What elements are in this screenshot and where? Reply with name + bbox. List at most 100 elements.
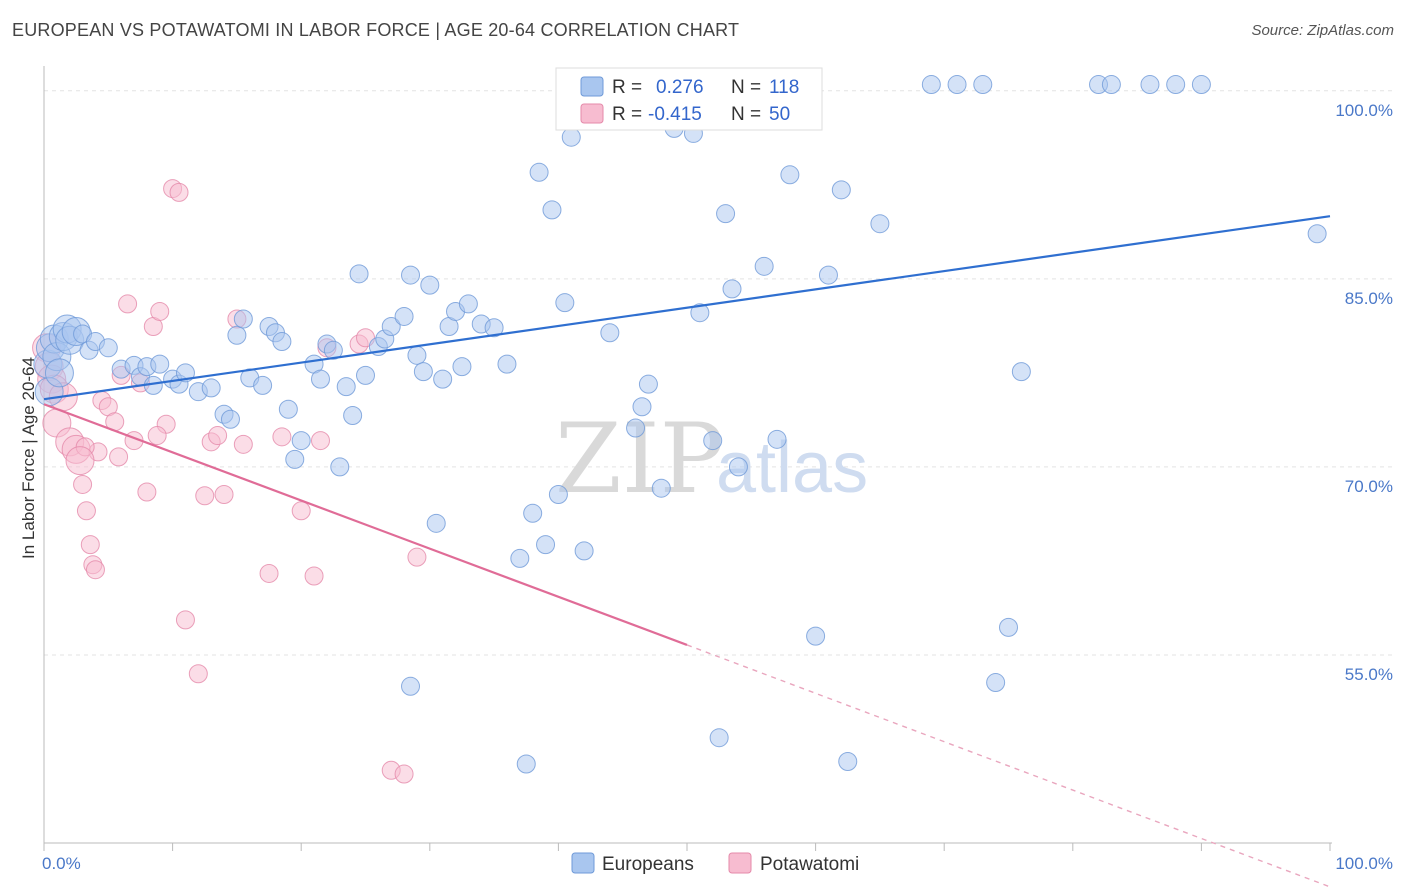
- bottom-legend-europeans: Europeans: [602, 854, 694, 875]
- potawatomi-point-21: [137, 482, 157, 502]
- bottom-legend-potawatomi: Potawatomi: [760, 854, 859, 875]
- chart-title: EUROPEAN VS POTAWATOMI IN LABOR FORCE | …: [12, 20, 740, 40]
- europeans-point-68: [548, 484, 568, 504]
- europeans-point-70: [561, 127, 581, 147]
- potawatomi-point-12: [85, 560, 105, 580]
- europeans-point-13: [98, 338, 118, 358]
- legend-r-label-europeans: R =: [612, 77, 642, 98]
- europeans-point-45: [356, 365, 375, 385]
- source-label: Source: ZipAtlas.com: [1251, 22, 1394, 39]
- europeans-point-88: [722, 279, 742, 299]
- europeans-point-40: [323, 340, 343, 360]
- potawatomi-point-49: [65, 446, 95, 476]
- europeans-point-43: [343, 406, 363, 426]
- potawatomi-point-44: [394, 764, 414, 784]
- europeans-point-107: [1307, 224, 1327, 244]
- legend-n-label-potawatomi: N =: [731, 104, 761, 125]
- europeans-point-103: [1101, 75, 1121, 95]
- europeans-point-38: [310, 369, 330, 389]
- europeans-point-106: [1191, 75, 1211, 95]
- europeans-point-110: [401, 676, 421, 696]
- europeans-point-99: [973, 75, 993, 95]
- europeans-point-64: [523, 503, 543, 523]
- legend-r-potawatomi: -0.415: [648, 104, 702, 125]
- europeans-point-41: [330, 457, 350, 477]
- europeans-point-72: [574, 541, 594, 561]
- europeans-point-67: [542, 200, 562, 220]
- y-tick-label-3: 55.0%: [1345, 665, 1393, 684]
- europeans-point-52: [413, 362, 433, 382]
- europeans-point-97: [921, 75, 941, 95]
- potawatomi-point-23: [150, 301, 170, 321]
- europeans-point-59: [458, 294, 478, 314]
- europeans-point-65: [529, 162, 549, 182]
- y-tick-labels: 100.0% 85.0% 70.0% 55.0%: [1335, 101, 1393, 684]
- y-tick-label-2: 70.0%: [1345, 477, 1393, 496]
- europeans-point-78: [638, 374, 658, 394]
- potawatomi-point-29: [195, 486, 215, 506]
- x-tick-label-right: 100.0%: [1335, 854, 1393, 873]
- europeans-point-42: [336, 377, 356, 397]
- potawatomi-point-39: [310, 431, 330, 451]
- europeans-point-112: [986, 673, 1006, 693]
- europeans-point-63: [510, 548, 530, 568]
- legend-r-europeans: 0.276: [656, 77, 704, 98]
- legend-n-label-europeans: N =: [731, 77, 761, 98]
- europeans-point-61: [484, 318, 504, 338]
- europeans-point-54: [426, 513, 446, 533]
- axes: [43, 66, 1332, 851]
- potawatomi-point-47: [109, 447, 129, 467]
- europeans-point-35: [285, 449, 305, 469]
- x-tick-label-left: 0.0%: [42, 854, 81, 873]
- europeans-point-77: [632, 397, 652, 417]
- europeans-point-50: [401, 265, 421, 285]
- legend-n-potawatomi: 50: [769, 104, 790, 125]
- potawatomi-points: [32, 179, 427, 784]
- potawatomi-point-34: [233, 434, 253, 454]
- bottom-legend: Europeans Potawatomi: [571, 852, 859, 875]
- europeans-point-108: [838, 752, 858, 772]
- europeans-point-94: [818, 265, 838, 285]
- bottom-legend-swatch-europeans: [571, 852, 595, 874]
- trend-lines: [43, 215, 1331, 888]
- europeans-point-28: [233, 309, 253, 329]
- europeans-trend-line: [43, 215, 1331, 401]
- legend-r-label-potawatomi: R =: [612, 104, 642, 125]
- europeans-point-49: [394, 306, 414, 326]
- europeans-point-19: [150, 354, 170, 374]
- europeans-point-104: [1140, 75, 1160, 95]
- potawatomi-point-31: [208, 426, 228, 446]
- potawatomi-point-10: [80, 535, 100, 555]
- europeans-point-66: [536, 535, 556, 555]
- europeans-point-80: [651, 478, 671, 498]
- europeans-point-101: [1011, 362, 1031, 382]
- europeans-point-36: [291, 431, 311, 451]
- europeans-point-5: [44, 358, 74, 388]
- europeans-point-24: [201, 378, 221, 398]
- y-tick-label-0: 100.0%: [1335, 101, 1393, 120]
- europeans-point-34: [278, 399, 298, 419]
- europeans-point-95: [831, 180, 851, 200]
- europeans-point-33: [272, 332, 292, 352]
- europeans-point-87: [716, 204, 736, 224]
- potawatomi-point-27: [175, 610, 195, 630]
- europeans-point-69: [555, 293, 575, 313]
- y-axis-label: In Labor Force | Age 20-64: [19, 357, 38, 559]
- legend: R = 0.276 N = 118 R = -0.415 N = 50: [555, 67, 823, 131]
- europeans-point-44: [349, 264, 369, 284]
- europeans-point-92: [780, 165, 800, 185]
- europeans-point-105: [1166, 75, 1186, 95]
- potawatomi-point-32: [214, 484, 234, 504]
- potawatomi-point-18: [118, 294, 138, 314]
- potawatomi-point-35: [259, 563, 279, 583]
- europeans-point-85: [690, 303, 710, 323]
- potawatomi-point-37: [291, 501, 311, 521]
- europeans-point-109: [709, 728, 729, 748]
- legend-n-europeans: 118: [769, 77, 799, 98]
- europeans-point-26: [220, 409, 240, 429]
- europeans-point-96: [870, 214, 890, 234]
- potawatomi-point-46: [147, 426, 167, 446]
- europeans-point-98: [947, 75, 967, 95]
- europeans-point-58: [452, 357, 472, 377]
